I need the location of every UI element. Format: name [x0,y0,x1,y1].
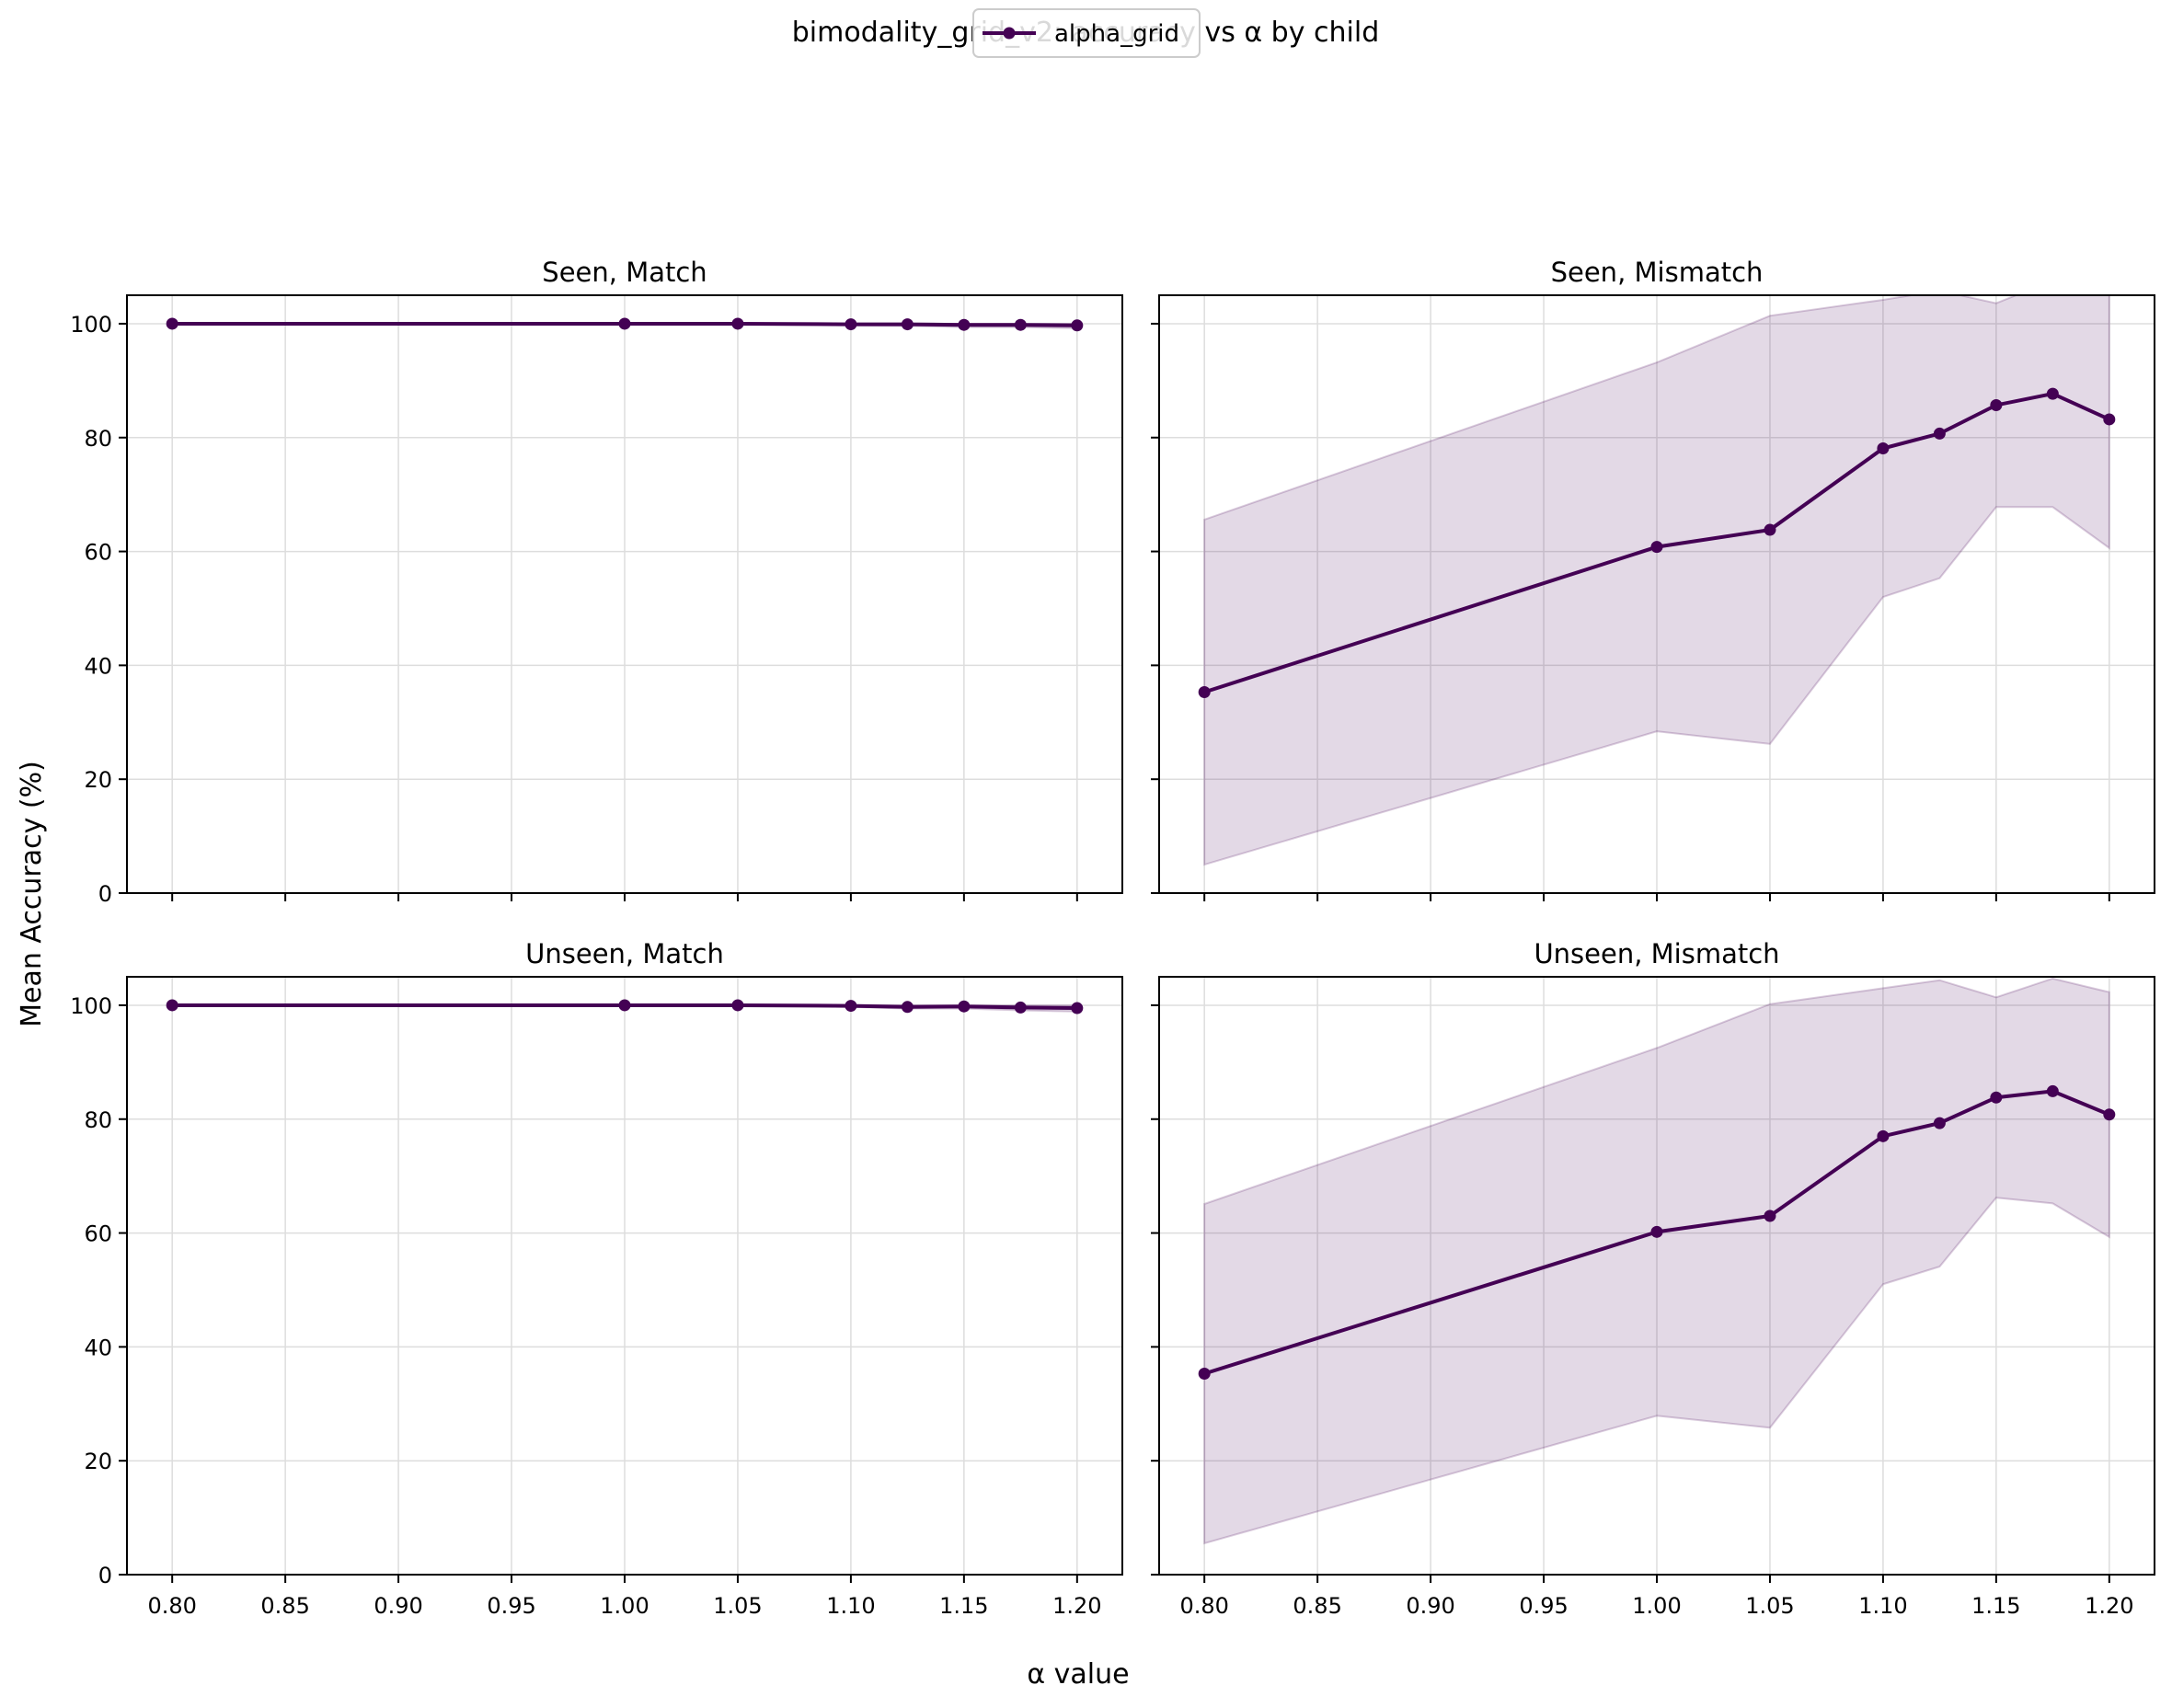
x-tick-label: 1.10 [1858,1593,1907,1619]
x-tick-label: 0.85 [260,1593,309,1619]
legend: alpha_grid [972,8,1201,58]
x-tick-label: 1.15 [939,1593,988,1619]
data-point [2046,1084,2059,1097]
data-point [1014,318,1027,331]
y-tick-label: 80 [84,1107,112,1133]
x-tick-label: 0.85 [1293,1593,1341,1619]
x-tick-label: 1.05 [1745,1593,1794,1619]
data-point [1933,427,1946,440]
x-tick-label: 1.15 [1971,1593,2020,1619]
legend-entry: alpha_grid [1054,20,1179,48]
subplot-title: Seen, Match [542,257,707,288]
y-tick-label: 40 [84,1335,112,1360]
subplot-3: 0.80 0.85 0.90 0.95 1.00 1.05 1.10 1.15 1.20 Unse… [1151,938,2155,1619]
plot-area [166,317,1084,332]
subplot-1: Seen, Mismatch [1151,257,2155,901]
confidence-band [1203,977,2110,1545]
data-point [958,318,971,331]
x-tick-label: 0.80 [147,1593,196,1619]
x-tick-label: 1.20 [1052,1593,1101,1619]
panels-group: 0 20 40 60 80 100 Seen, Match Seen, Mismatch 0.8… [70,257,2155,1619]
data-point [901,1001,914,1014]
data-point [2046,387,2059,400]
data-point [1990,398,2003,411]
subplot-title: Seen, Mismatch [1551,257,1764,288]
data-point [1014,1001,1027,1014]
y-tick-label: 100 [70,312,112,338]
data-point [1764,523,1776,536]
data-point [1764,1209,1776,1222]
y-tick-label: 0 [98,1563,112,1588]
data-point [958,1000,971,1013]
series-line [172,321,1077,327]
y-tick-label: 100 [70,993,112,1019]
series-line [1203,392,2110,694]
x-axis-label: α value [1027,1658,1129,1691]
data-point [1933,1117,1946,1129]
x-tick-label: 1.10 [826,1593,875,1619]
y-tick-label: 40 [84,653,112,679]
y-tick-label: 20 [84,767,112,793]
data-point [1071,1002,1084,1014]
data-point [1650,1225,1663,1238]
subplot-2: 0.80 0.85 0.90 0.95 1.00 1.05 1.10 1.15 1.20 0 20 4… [70,938,1123,1619]
confidence-band [1203,295,2110,866]
data-point [166,999,178,1012]
x-tick-label: 0.80 [1179,1593,1228,1619]
series-line [1203,1089,2110,1376]
x-tick-label: 1.05 [713,1593,762,1619]
legend-marker-sample [1003,27,1016,40]
data-point [1990,1091,2003,1104]
data-point [845,318,857,331]
data-point [845,1000,857,1013]
y-tick-label: 80 [84,426,112,452]
plot-area [1198,295,2116,866]
y-axis-label: Mean Accuracy (%) [16,761,48,1027]
x-tick-label: 1.20 [2085,1593,2133,1619]
y-tick-label: 60 [84,540,112,566]
data-point [1650,541,1663,554]
data-point [1198,685,1211,698]
data-point [2103,1108,2116,1121]
data-point [1198,1367,1211,1380]
subplot-0: 0 20 40 60 80 100 Seen, Match [70,257,1123,907]
data-point [1877,442,1890,455]
plot-area [1198,977,2116,1545]
data-point [731,999,744,1012]
data-point [1071,319,1084,332]
subplot-title: Unseen, Mismatch [1534,938,1779,969]
data-point [731,317,744,330]
data-point [618,317,631,330]
subplot-title: Unseen, Match [525,938,724,969]
data-point [2103,413,2116,426]
data-point [618,999,631,1012]
data-point [901,318,914,331]
series-line [172,1003,1077,1011]
x-tick-label: 1.00 [1632,1593,1681,1619]
x-tick-label: 0.95 [487,1593,535,1619]
x-tick-label: 0.90 [373,1593,422,1619]
data-point [1877,1129,1890,1142]
x-tick-label: 1.00 [600,1593,649,1619]
y-tick-label: 0 [98,881,112,907]
data-point [166,317,178,330]
x-tick-label: 0.90 [1406,1593,1454,1619]
x-tick-label: 0.95 [1519,1593,1568,1619]
y-tick-label: 20 [84,1449,112,1474]
plot-area [166,999,1084,1014]
y-tick-label: 60 [84,1221,112,1247]
legend-box [972,8,1201,58]
